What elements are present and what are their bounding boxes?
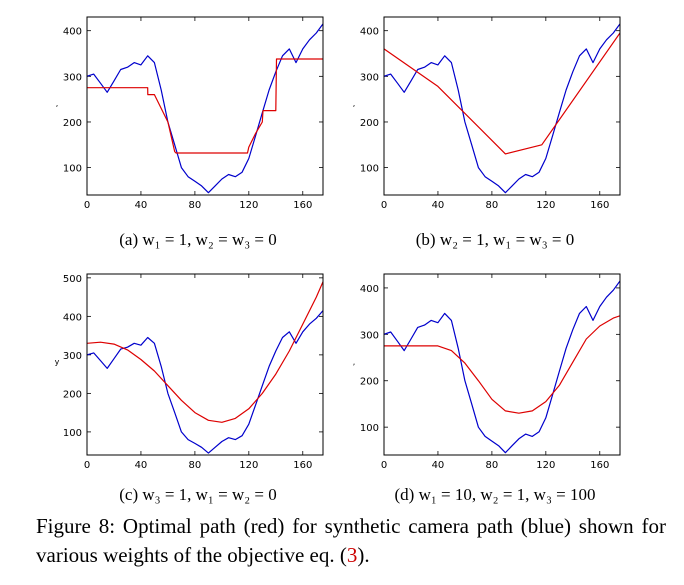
y-tick-label: 400 bbox=[360, 284, 379, 295]
camera-path-line bbox=[384, 23, 620, 194]
panel-c: 0 40 80 120 160 100 200 300 400 500 y (c) w₃ = 1, w… bbox=[55, 273, 324, 504]
y-axis-label: , bbox=[353, 358, 356, 367]
optimal-path-line bbox=[87, 58, 323, 154]
y-tick-label: 200 bbox=[63, 118, 82, 129]
y-tick-label: 100 bbox=[63, 164, 82, 175]
y-tick-label: 400 bbox=[360, 27, 379, 38]
y-tick-label: 100 bbox=[63, 428, 82, 439]
y-tick-label: 500 bbox=[63, 274, 82, 285]
y-axis-label: y bbox=[55, 358, 60, 367]
optimal-path-line bbox=[87, 281, 323, 423]
x-tick-label: 0 bbox=[381, 460, 387, 471]
x-tick-label: 160 bbox=[293, 200, 312, 211]
y-tick-label: 200 bbox=[360, 377, 379, 388]
subcaption: (d) w₁ = 10, w₂ = 1, w₃ = 100 bbox=[395, 485, 596, 504]
y-axis-label: , bbox=[56, 99, 59, 108]
caption-ref[interactable]: 3 bbox=[346, 543, 358, 567]
y-tick-label: 300 bbox=[63, 351, 82, 362]
y-tick-label: 100 bbox=[360, 164, 379, 175]
optimal-path-line bbox=[384, 315, 620, 414]
x-tick-label: 80 bbox=[486, 200, 499, 211]
plot-frame bbox=[383, 273, 621, 456]
subcaption: (c) w₃ = 1, w₁ = w₂ = 0 bbox=[119, 485, 277, 504]
y-tick-label: 300 bbox=[360, 330, 379, 341]
x-tick-label: 40 bbox=[135, 460, 148, 471]
optimal-path-line bbox=[384, 32, 620, 155]
x-tick-label: 120 bbox=[536, 200, 555, 211]
x-tick-label: 0 bbox=[381, 200, 387, 211]
y-tick-label: 400 bbox=[63, 312, 82, 323]
y-axis-label: , bbox=[353, 99, 356, 108]
panel-b: 0 40 80 120 160 100 200 300 400, (b) w₂ = 1, w₁ =… bbox=[353, 16, 621, 249]
x-tick-label: 120 bbox=[239, 460, 258, 471]
y-tick-label: 400 bbox=[63, 27, 82, 38]
x-tick-label: 0 bbox=[84, 200, 90, 211]
x-tick-label: 40 bbox=[432, 460, 445, 471]
x-tick-label: 0 bbox=[84, 460, 90, 471]
camera-path-line bbox=[87, 23, 323, 194]
x-tick-label: 80 bbox=[189, 460, 202, 471]
x-tick-label: 40 bbox=[135, 200, 148, 211]
plot-frame bbox=[86, 16, 324, 196]
x-tick-label: 80 bbox=[486, 460, 499, 471]
camera-path-line bbox=[87, 310, 323, 454]
y-tick-label: 300 bbox=[63, 72, 82, 83]
y-tick-label: 200 bbox=[360, 118, 379, 129]
x-tick-label: 120 bbox=[536, 460, 555, 471]
x-tick-label: 160 bbox=[590, 460, 609, 471]
plot-frame bbox=[383, 16, 621, 196]
camera-path-line bbox=[384, 280, 620, 454]
x-tick-label: 160 bbox=[590, 200, 609, 211]
subcaption: (a) w₁ = 1, w₂ = w₃ = 0 bbox=[119, 230, 277, 249]
plot-frame bbox=[86, 273, 324, 456]
figure-caption: Figure 8: Optimal path (red) for synthet… bbox=[36, 512, 666, 570]
x-tick-label: 80 bbox=[189, 200, 202, 211]
x-tick-label: 120 bbox=[239, 200, 258, 211]
y-tick-label: 200 bbox=[63, 389, 82, 400]
y-tick-label: 300 bbox=[360, 72, 379, 83]
caption-end: ). bbox=[357, 543, 370, 567]
x-tick-label: 40 bbox=[432, 200, 445, 211]
x-tick-label: 160 bbox=[293, 460, 312, 471]
caption-label: Figure 8: bbox=[36, 514, 116, 538]
y-tick-label: 100 bbox=[360, 423, 379, 434]
panel-d: 0 40 80 120 160 100 200 300 400, (d) w₁ = 10, w₂ … bbox=[353, 273, 621, 504]
subcaption: (b) w₂ = 1, w₁ = w₃ = 0 bbox=[416, 230, 574, 249]
panel-a: 0 40 80 120 160 100 200 300 400, (a) w₁ = 1, w₂ =… bbox=[56, 16, 324, 249]
caption-text: Optimal path (red) for synthetic camera … bbox=[36, 514, 666, 567]
